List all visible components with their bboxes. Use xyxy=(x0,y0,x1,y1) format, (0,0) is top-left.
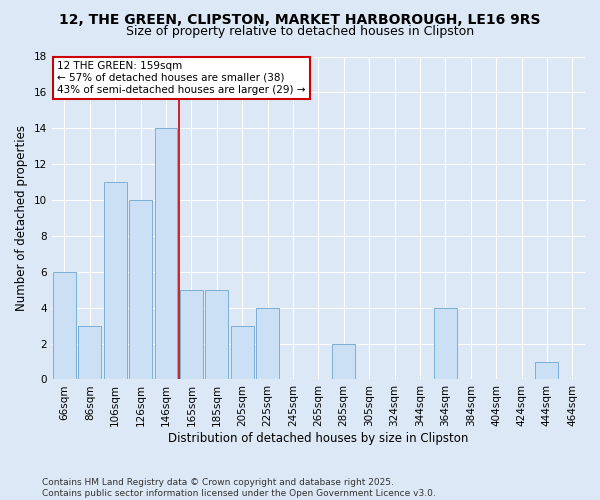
Bar xyxy=(104,182,127,380)
Bar xyxy=(205,290,228,380)
Bar xyxy=(231,326,254,380)
Bar xyxy=(332,344,355,380)
Bar xyxy=(155,128,178,380)
Bar xyxy=(79,326,101,380)
Text: Size of property relative to detached houses in Clipston: Size of property relative to detached ho… xyxy=(126,25,474,38)
Bar xyxy=(535,362,559,380)
Y-axis label: Number of detached properties: Number of detached properties xyxy=(15,125,28,311)
Text: 12 THE GREEN: 159sqm
← 57% of detached houses are smaller (38)
43% of semi-detac: 12 THE GREEN: 159sqm ← 57% of detached h… xyxy=(57,62,305,94)
Bar xyxy=(256,308,279,380)
X-axis label: Distribution of detached houses by size in Clipston: Distribution of detached houses by size … xyxy=(168,432,469,445)
Bar xyxy=(434,308,457,380)
Bar xyxy=(53,272,76,380)
Bar xyxy=(180,290,203,380)
Bar xyxy=(129,200,152,380)
Text: Contains HM Land Registry data © Crown copyright and database right 2025.
Contai: Contains HM Land Registry data © Crown c… xyxy=(42,478,436,498)
Text: 12, THE GREEN, CLIPSTON, MARKET HARBOROUGH, LE16 9RS: 12, THE GREEN, CLIPSTON, MARKET HARBOROU… xyxy=(59,12,541,26)
